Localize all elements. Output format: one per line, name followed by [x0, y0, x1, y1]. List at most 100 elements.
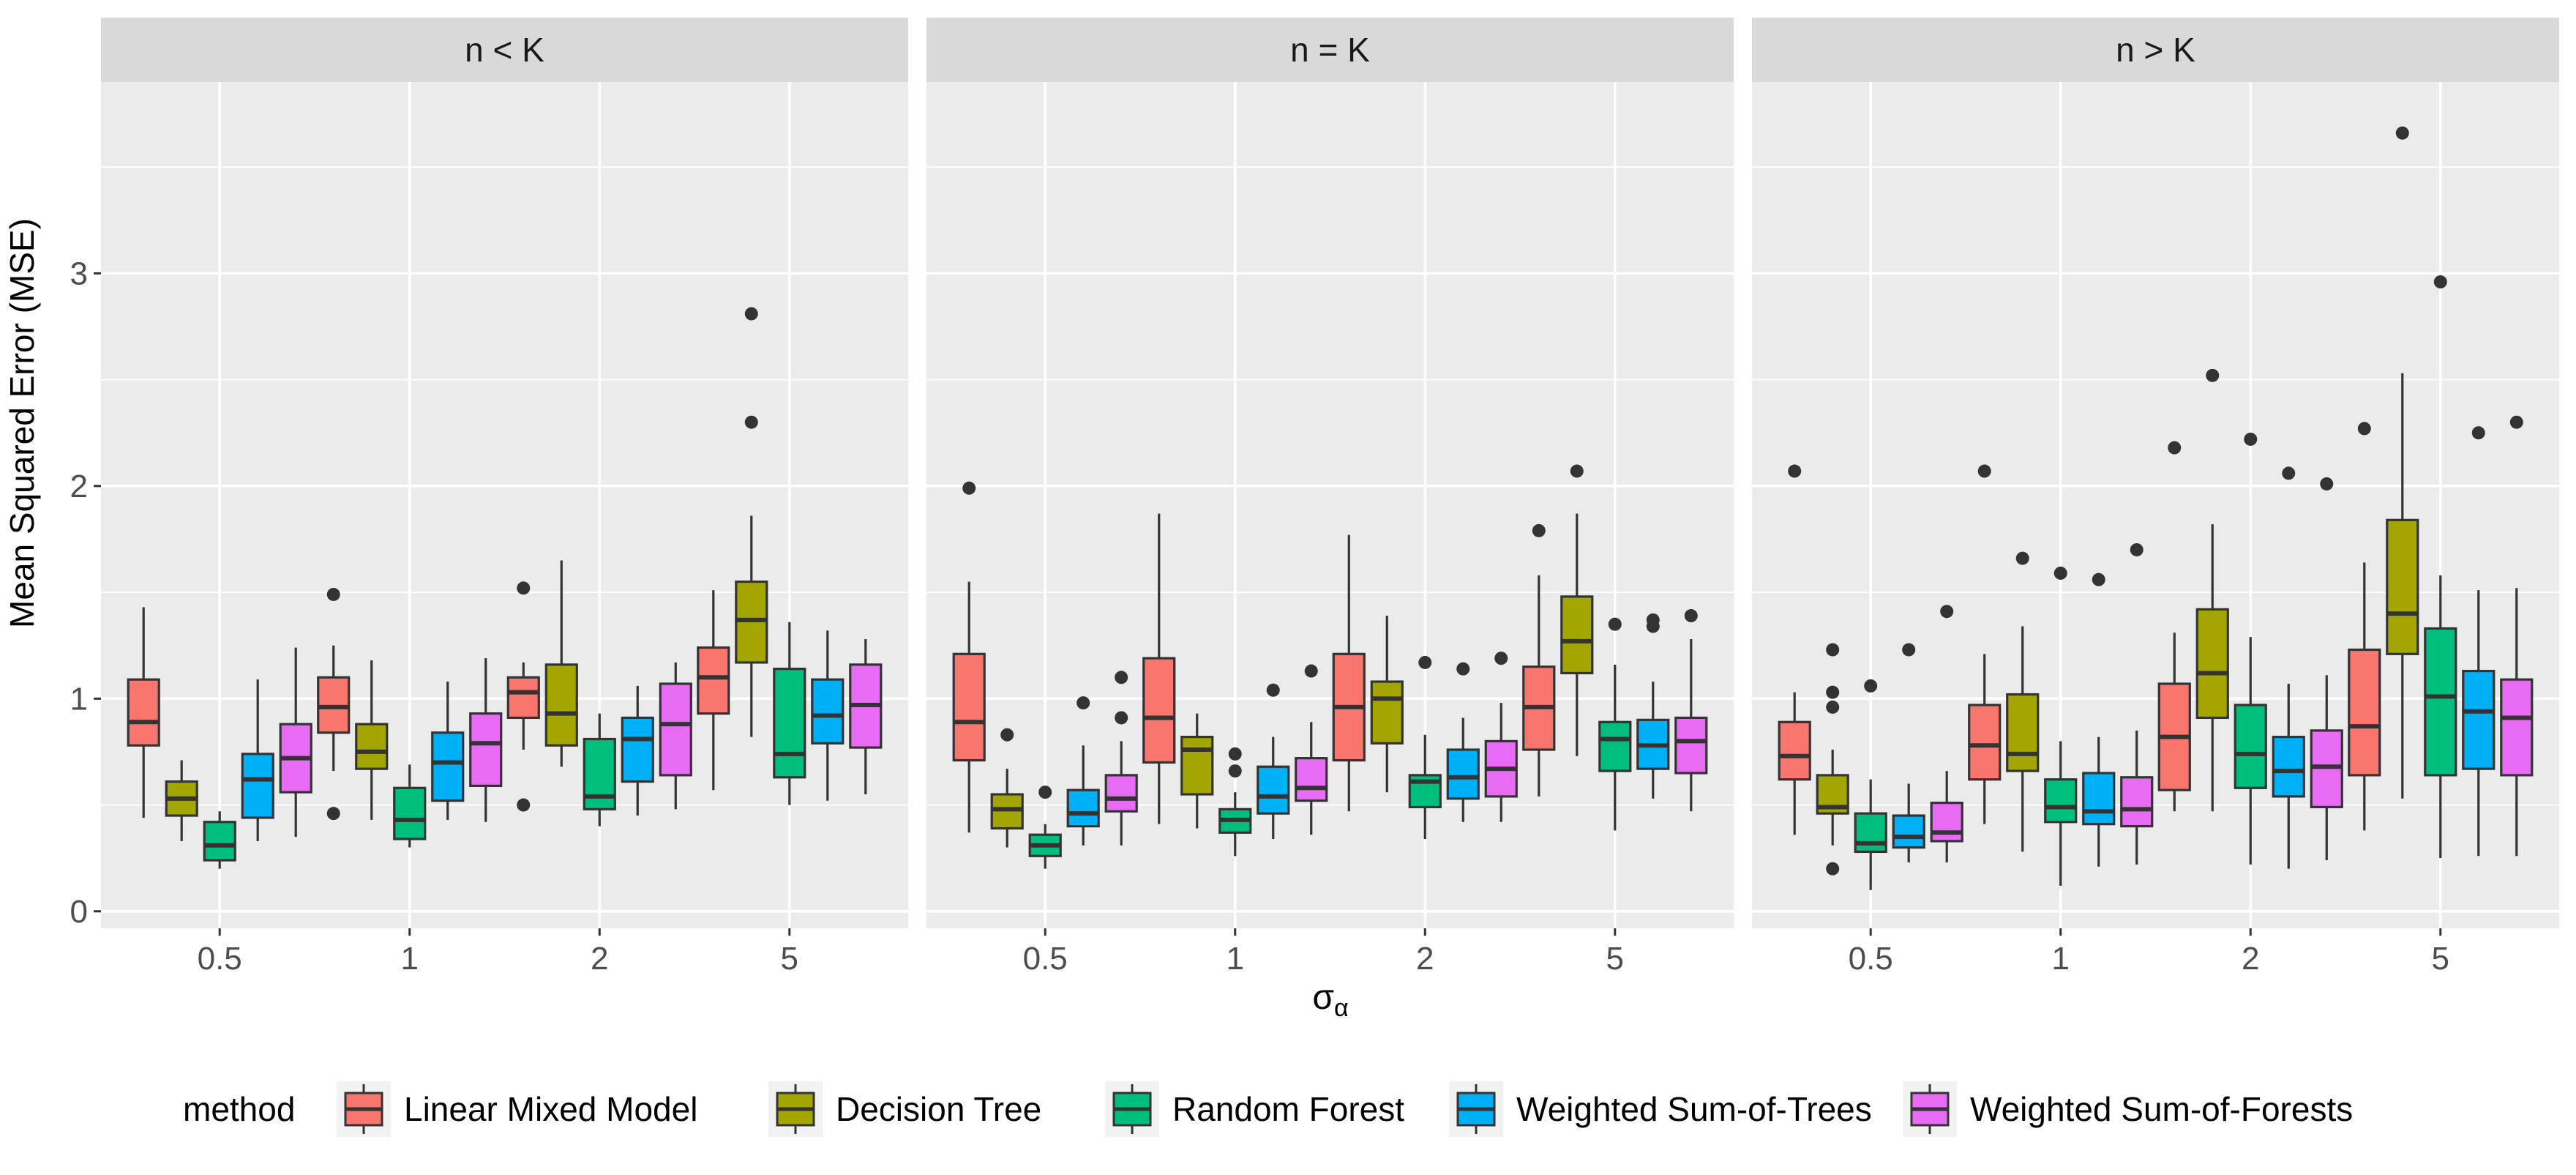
box-body	[2462, 669, 2496, 770]
box	[952, 481, 986, 833]
facet-strip	[926, 18, 1734, 82]
box	[506, 581, 540, 812]
outlier-point	[2320, 477, 2334, 490]
box	[203, 811, 236, 869]
y-axis: 0 1 2 3	[70, 255, 101, 930]
box-body	[2386, 518, 2419, 655]
outlier-point	[2282, 466, 2296, 480]
box-body	[544, 663, 578, 747]
box	[2500, 415, 2534, 857]
x-axis-title-symbol: σ	[1312, 978, 1334, 1017]
box	[2272, 466, 2305, 869]
box-body	[773, 668, 806, 779]
box-body	[127, 678, 160, 747]
box	[811, 630, 845, 801]
outlier-point	[1608, 617, 1622, 631]
box	[1180, 713, 1214, 829]
box-body	[2348, 648, 2381, 777]
x-tick-label: 1	[400, 941, 418, 977]
outlier-point	[1228, 764, 1242, 778]
box	[393, 764, 427, 848]
x-tick-label: 1	[2051, 941, 2069, 977]
outlier-point	[2471, 426, 2485, 440]
x-tick-label: 0.5	[1849, 941, 1893, 977]
box	[2195, 368, 2229, 812]
box-body	[241, 753, 274, 819]
box	[2120, 542, 2154, 865]
box-body	[393, 786, 427, 840]
box	[583, 713, 616, 827]
outlier-point	[2244, 432, 2258, 446]
x-tick-label: 0.5	[198, 941, 242, 977]
facet-panel: n > K 0.5 1 2 5	[1752, 18, 2559, 977]
legend-label: Linear Mixed Model	[404, 1090, 697, 1128]
box	[241, 679, 274, 841]
x-tick-label: 5	[781, 941, 798, 977]
outlier-point	[2206, 368, 2220, 382]
outlier-point	[1646, 619, 1660, 633]
box	[2234, 432, 2267, 865]
panel-background	[926, 82, 1734, 928]
box-body	[659, 682, 692, 777]
box	[1778, 464, 1811, 835]
legend-title: method	[183, 1090, 295, 1128]
box-body	[2006, 693, 2040, 772]
box	[990, 728, 1024, 848]
box-body	[1560, 595, 1594, 675]
facet-strip-label: n < K	[465, 31, 544, 69]
box-body	[1674, 716, 1708, 775]
outlier-point	[1077, 696, 1090, 710]
box-body	[1968, 704, 2002, 781]
outlier-point	[1304, 664, 1318, 678]
x-tick-label: 2	[2242, 941, 2259, 977]
box	[1816, 643, 1849, 876]
facet-panel: n = K 0.5 1 2 5	[926, 18, 1734, 977]
legend-item: Linear Mixed Model	[337, 1081, 697, 1137]
box	[735, 307, 768, 737]
outlier-point	[326, 807, 340, 821]
y-tick-label: 1	[70, 681, 88, 717]
outlier-point	[2433, 275, 2447, 289]
y-tick-label: 3	[70, 255, 88, 291]
box	[1257, 683, 1290, 840]
box-body	[1257, 765, 1290, 815]
x-tick-label: 1	[1226, 941, 1243, 977]
outlier-point	[2395, 126, 2409, 140]
outlier-point	[744, 307, 758, 321]
box-body	[1598, 720, 1632, 772]
box	[1560, 464, 1594, 756]
facet-panels: n < K 0.5 1 2 5 n = K 0.5 1 2 5 n > K 0.5 1 2 5	[101, 18, 2559, 977]
outlier-point	[1902, 643, 1916, 657]
box-body	[811, 678, 845, 745]
outlier-point	[1826, 643, 1840, 657]
box	[1968, 464, 2002, 824]
box	[621, 685, 654, 816]
outlier-point	[1684, 609, 1698, 623]
box	[355, 660, 389, 820]
outlier-point	[2130, 542, 2143, 556]
box-body	[203, 821, 236, 862]
outlier-point	[2168, 441, 2182, 455]
box	[2157, 441, 2191, 812]
outlier-point	[962, 481, 976, 495]
x-axis-title: σα	[1312, 978, 1348, 1022]
box	[1142, 513, 1176, 824]
box-body	[2082, 772, 2116, 826]
box	[2044, 566, 2078, 886]
box-body	[2234, 704, 2267, 789]
box	[2386, 126, 2419, 799]
outlier-point	[1115, 671, 1128, 685]
outlier-point	[1266, 683, 1280, 697]
box	[2310, 477, 2343, 861]
box-body	[1892, 814, 1925, 849]
box-body	[431, 731, 465, 802]
box-body	[583, 737, 616, 810]
facet-panel: n < K 0.5 1 2 5	[101, 18, 908, 977]
box-body	[2500, 678, 2534, 777]
facet-strip-label: n > K	[2116, 31, 2195, 69]
box-body	[952, 652, 986, 762]
outlier-point	[2015, 551, 2029, 565]
box	[1028, 786, 1062, 869]
box	[1674, 609, 1708, 812]
